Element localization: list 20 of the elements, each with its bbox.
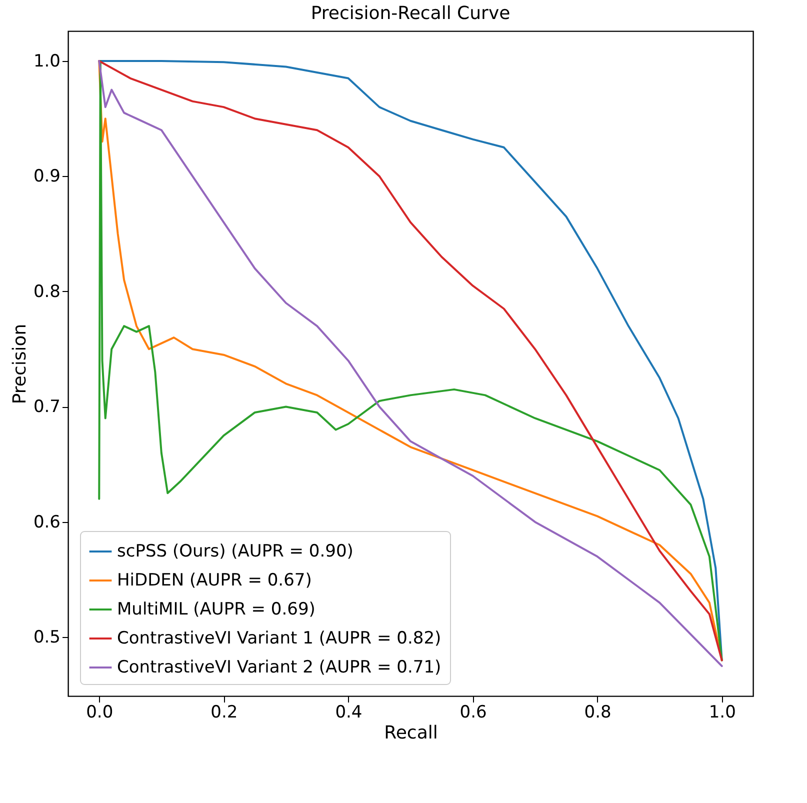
y-tick-label: 0.7 bbox=[33, 397, 60, 418]
x-axis-title: Recall bbox=[384, 722, 438, 744]
x-tick-label: 0.4 bbox=[335, 702, 362, 722]
chart-title: Precision-Recall Curve bbox=[310, 3, 510, 24]
y-tick-label: 0.6 bbox=[33, 512, 60, 532]
y-tick-label: 0.9 bbox=[33, 166, 60, 187]
y-tick-label: 0.5 bbox=[33, 628, 60, 648]
x-tick-label: 0.8 bbox=[584, 702, 612, 722]
legend-label: scPSS (Ours) (AUPR = 0.90) bbox=[117, 542, 354, 562]
legend-label: MultiMIL (AUPR = 0.69) bbox=[117, 600, 316, 620]
x-tick-label: 0.2 bbox=[210, 702, 238, 722]
legend-label: ContrastiveVI Variant 2 (AUPR = 0.71) bbox=[117, 658, 442, 678]
y-tick-label: 1.0 bbox=[33, 51, 60, 72]
legend-label: HiDDEN (AUPR = 0.67) bbox=[117, 570, 312, 590]
y-tick-label: 0.8 bbox=[33, 282, 60, 302]
y-axis-title: Precision bbox=[9, 324, 30, 404]
x-tick-label: 0.6 bbox=[460, 702, 487, 722]
x-tick-label: 1.0 bbox=[708, 702, 736, 722]
x-tick-label: 0.0 bbox=[86, 702, 114, 722]
legend-label: ContrastiveVI Variant 1 (AUPR = 0.82) bbox=[117, 628, 442, 648]
